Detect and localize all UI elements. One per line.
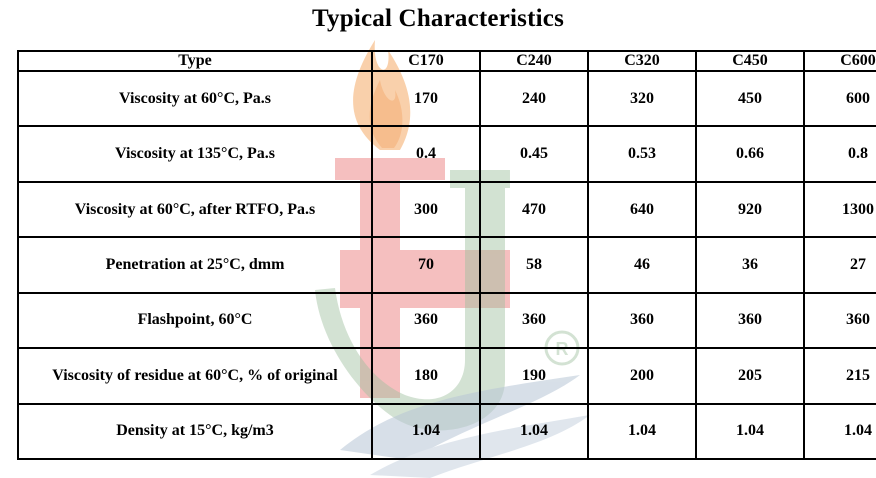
table-cell: 640: [587, 180, 697, 239]
table-cell: 360: [371, 291, 481, 350]
table-header-row: Type C170 C240 C320 C450 C600: [17, 50, 876, 72]
table-cell: 320: [587, 69, 697, 128]
table-cell: 215: [803, 347, 876, 405]
row-label: Viscosity at 60°C, Pa.s: [17, 69, 373, 128]
table-cell: 300: [371, 180, 481, 239]
characteristics-table: Type C170 C240 C320 C450 C600 Viscosity …: [17, 50, 876, 461]
table-cell: 0.4: [371, 125, 481, 183]
table-cell: 1.04: [479, 402, 589, 461]
table-cell: 600: [803, 69, 876, 128]
row-label: Viscosity of residue at 60°C, % of origi…: [17, 347, 373, 405]
header-type: Type: [17, 50, 373, 72]
table-cell: 450: [695, 69, 805, 128]
table-cell: 70: [371, 236, 481, 294]
table-cell: 360: [479, 291, 589, 350]
table-cell: 0.8: [803, 125, 876, 183]
page-title: Typical Characteristics: [312, 5, 564, 32]
row-label: Penetration at 25°C, dmm: [17, 236, 373, 294]
table-cell: 36: [695, 236, 805, 294]
table-cell: 180: [371, 347, 481, 405]
header-grade-c450: C450: [695, 50, 805, 72]
table-cell: 1.04: [803, 402, 876, 461]
table-cell: 470: [479, 180, 589, 239]
header-grade-c240: C240: [479, 50, 589, 72]
header-grade-c600: C600: [803, 50, 876, 72]
table-cell: 0.45: [479, 125, 589, 183]
table-row: Penetration at 25°C, dmm 70 58 46 36 27: [17, 236, 876, 294]
table-cell: 360: [803, 291, 876, 350]
table-cell: 1.04: [587, 402, 697, 461]
table-cell: 58: [479, 236, 589, 294]
table-cell: 360: [695, 291, 805, 350]
header-grade-c320: C320: [587, 50, 697, 72]
table-cell: 0.66: [695, 125, 805, 183]
row-label: Viscosity at 135°C, Pa.s: [17, 125, 373, 183]
table-cell: 0.53: [587, 125, 697, 183]
table-cell: 360: [587, 291, 697, 350]
table-cell: 1.04: [695, 402, 805, 461]
table-cell: 240: [479, 69, 589, 128]
table-row: Viscosity at 135°C, Pa.s 0.4 0.45 0.53 0…: [17, 125, 876, 183]
header-grade-c170: C170: [371, 50, 481, 72]
row-label: Density at 15°C, kg/m3: [17, 402, 373, 461]
table-cell: 920: [695, 180, 805, 239]
table-row: Flashpoint, 60°C 360 360 360 360 360: [17, 291, 876, 350]
table-cell: 205: [695, 347, 805, 405]
row-label: Viscosity at 60°C, after RTFO, Pa.s: [17, 180, 373, 239]
table-cell: 1.04: [371, 402, 481, 461]
table-row: Viscosity of residue at 60°C, % of origi…: [17, 347, 876, 405]
table-row: Viscosity at 60°C, after RTFO, Pa.s 300 …: [17, 180, 876, 239]
table-row: Viscosity at 60°C, Pa.s 170 240 320 450 …: [17, 69, 876, 128]
table-cell: 1300: [803, 180, 876, 239]
table-cell: 46: [587, 236, 697, 294]
table-cell: 27: [803, 236, 876, 294]
table-cell: 200: [587, 347, 697, 405]
table-cell: 170: [371, 69, 481, 128]
row-label: Flashpoint, 60°C: [17, 291, 373, 350]
table-row: Density at 15°C, kg/m3 1.04 1.04 1.04 1.…: [17, 402, 876, 461]
table-cell: 190: [479, 347, 589, 405]
